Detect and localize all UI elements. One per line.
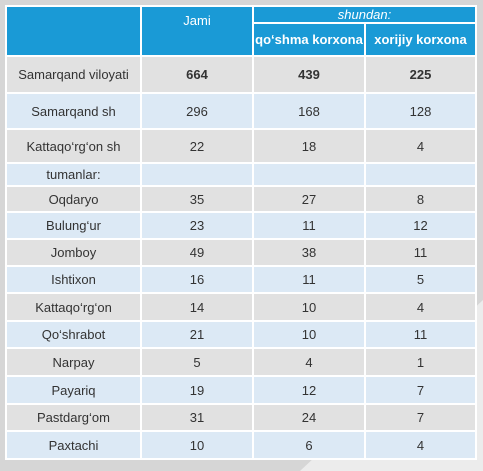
row: Ishtixon 16 11 5: [5, 265, 477, 294]
row: Bulung‘ur 23 11 12: [5, 211, 477, 240]
cell: 225: [364, 55, 477, 94]
cell: 5: [364, 265, 477, 294]
cell: [140, 162, 254, 187]
cell: 4: [364, 292, 477, 322]
row: Oqdaryo 35 27 8: [5, 185, 477, 213]
cell: 7: [364, 375, 477, 405]
cell: 10: [252, 292, 366, 322]
cell: 21: [140, 320, 254, 349]
row: Jomboy 49 38 11: [5, 238, 477, 267]
header-qoshma: qo‘shma korxona: [252, 22, 366, 57]
cell: 11: [364, 320, 477, 349]
cell: 12: [252, 375, 366, 405]
cell: 11: [252, 265, 366, 294]
row: Paxtachi 10 6 4: [5, 430, 477, 460]
row-label: Samarqand sh: [5, 92, 142, 130]
row-label: Samarqand viloyati: [5, 55, 142, 94]
header-corner: [5, 5, 142, 57]
cell: 49: [140, 238, 254, 267]
row: tumanlar:: [5, 162, 477, 187]
row-label: Narpay: [5, 347, 142, 377]
cell: 27: [252, 185, 366, 213]
row-label: tumanlar:: [5, 162, 142, 187]
cell: 10: [140, 430, 254, 460]
row-label: Jomboy: [5, 238, 142, 267]
row-label: Ishtixon: [5, 265, 142, 294]
header-xorijiy: xorijiy korxona: [364, 22, 477, 57]
cell: 16: [140, 265, 254, 294]
row-label: Pastdarg‘om: [5, 403, 142, 432]
cell: 18: [252, 128, 366, 164]
cell: [252, 162, 366, 187]
cell: 35: [140, 185, 254, 213]
row-label: Oqdaryo: [5, 185, 142, 213]
cell: 1: [364, 347, 477, 377]
row: Payariq 19 12 7: [5, 375, 477, 405]
header-shundan: shundan:: [252, 5, 477, 24]
cell: 4: [252, 347, 366, 377]
cell: 128: [364, 92, 477, 130]
row: Samarqand sh 296 168 128: [5, 92, 477, 130]
row-label: Bulung‘ur: [5, 211, 142, 240]
cell: 11: [364, 238, 477, 267]
cell: 12: [364, 211, 477, 240]
cell: 11: [252, 211, 366, 240]
cell: 24: [252, 403, 366, 432]
cell: [364, 162, 477, 187]
table: Jami shundan: qo‘shma korxona xorijiy ko…: [5, 5, 477, 460]
row: Pastdarg‘om 31 24 7: [5, 403, 477, 432]
row: Kattaqo‘rg‘on 14 10 4: [5, 292, 477, 322]
row-label: Kattaqo‘rg‘on sh: [5, 128, 142, 164]
cell: 4: [364, 128, 477, 164]
row-label: Paxtachi: [5, 430, 142, 460]
cell: 8: [364, 185, 477, 213]
cell: 168: [252, 92, 366, 130]
cell: 296: [140, 92, 254, 130]
row: Kattaqo‘rg‘on sh 22 18 4: [5, 128, 477, 164]
cell: 31: [140, 403, 254, 432]
cell: 22: [140, 128, 254, 164]
cell: 664: [140, 55, 254, 94]
cell: 19: [140, 375, 254, 405]
cell: 38: [252, 238, 366, 267]
cell: 23: [140, 211, 254, 240]
row-label: Kattaqo‘rg‘on: [5, 292, 142, 322]
cell: 7: [364, 403, 477, 432]
row-label: Qo‘shrabot: [5, 320, 142, 349]
row: Narpay 5 4 1: [5, 347, 477, 377]
cell: 4: [364, 430, 477, 460]
cell: 6: [252, 430, 366, 460]
row-label: Payariq: [5, 375, 142, 405]
cell: 10: [252, 320, 366, 349]
row: Qo‘shrabot 21 10 11: [5, 320, 477, 349]
cell: 439: [252, 55, 366, 94]
row: Samarqand viloyati 664 439 225: [5, 55, 477, 94]
header-jami: Jami: [140, 5, 254, 57]
cell: 5: [140, 347, 254, 377]
cell: 14: [140, 292, 254, 322]
